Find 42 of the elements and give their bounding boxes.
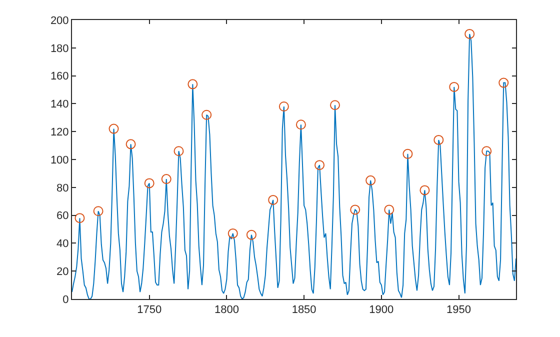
point bbox=[434, 134, 444, 145]
y-tick-label: 60 bbox=[56, 210, 69, 222]
point bbox=[174, 146, 184, 156]
y-tick-label: 80 bbox=[56, 182, 69, 194]
x-tick-label: 1950 bbox=[446, 304, 471, 316]
y-tick-label: 180 bbox=[50, 42, 69, 55]
point bbox=[144, 178, 154, 188]
point bbox=[464, 28, 475, 39]
y-tick-label: 160 bbox=[50, 70, 69, 83]
point bbox=[384, 204, 394, 215]
point bbox=[202, 110, 212, 120]
point bbox=[366, 175, 376, 186]
point bbox=[482, 146, 492, 156]
y-tick-label: 140 bbox=[50, 98, 69, 111]
point bbox=[188, 79, 198, 90]
x-tick-label: 1750 bbox=[137, 304, 162, 316]
point bbox=[498, 78, 509, 88]
y-tick-label: 100 bbox=[50, 154, 69, 166]
point bbox=[126, 139, 136, 150]
y-tick-label: 200 bbox=[50, 14, 69, 27]
point bbox=[93, 206, 104, 216]
point bbox=[108, 124, 119, 134]
y-tick-label: 120 bbox=[50, 126, 69, 138]
point bbox=[296, 120, 306, 130]
x-tick-label: 1850 bbox=[292, 304, 316, 316]
point bbox=[350, 204, 360, 215]
y-tick-label: 20 bbox=[56, 266, 69, 278]
point bbox=[449, 82, 460, 92]
y-tick-label: 40 bbox=[56, 238, 69, 250]
point bbox=[420, 185, 430, 196]
point bbox=[268, 194, 278, 205]
point bbox=[228, 228, 238, 238]
point bbox=[246, 230, 256, 240]
y-tick-label: 0 bbox=[62, 294, 69, 306]
point bbox=[278, 101, 289, 112]
point bbox=[330, 100, 340, 110]
point bbox=[161, 174, 172, 184]
point bbox=[314, 160, 325, 170]
point bbox=[402, 148, 413, 159]
x-tick-label: 1900 bbox=[369, 304, 394, 316]
point bbox=[74, 213, 85, 224]
x-tick-label: 1800 bbox=[214, 304, 239, 316]
